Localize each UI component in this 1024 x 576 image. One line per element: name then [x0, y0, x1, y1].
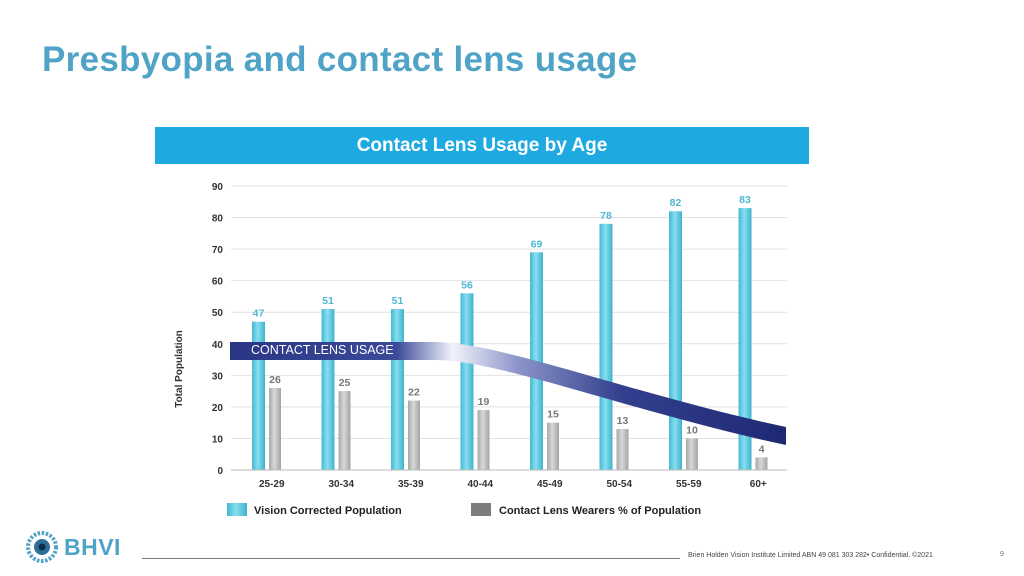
contact-lens-usage-band [230, 342, 786, 445]
contact-lens-usage-label: CONTACT LENS USAGE [251, 343, 394, 357]
data-label-wearers: 4 [759, 443, 765, 455]
bar-contact-lens-wearers [547, 422, 559, 470]
eye-logo-icon [26, 531, 58, 563]
bar-vision-corrected [460, 293, 474, 470]
data-label-wearers: 10 [686, 424, 698, 436]
chart: Contact Lens Usage by Age 0 10 20 30 40 50 60 7… [155, 127, 809, 523]
bhvi-logo: BHVI [26, 531, 121, 563]
bar-vision-corrected [321, 309, 335, 470]
y-axis-label: Total Population [174, 330, 185, 408]
x-ticks: 25-29 30-34 35-39 40-44 45-49 50-54 55-59 60+ [259, 479, 767, 490]
data-label-vision: 69 [531, 238, 543, 250]
data-label-vision: 78 [600, 210, 612, 222]
bar-vision-corrected [599, 223, 613, 470]
x-tick-label: 45-49 [537, 479, 563, 490]
chart-svg: Contact Lens Usage by Age 0 10 20 30 40 50 60 7… [155, 127, 809, 517]
bar-contact-lens-wearers [408, 400, 420, 470]
x-tick-label: 40-44 [467, 479, 493, 490]
x-tick-label: 50-54 [606, 479, 632, 490]
data-label-vision: 82 [670, 197, 682, 209]
y-tick-label: 0 [217, 466, 223, 477]
y-tick-label: 40 [212, 340, 224, 351]
y-ticks: 0 10 20 30 40 50 60 70 80 90 [212, 182, 224, 477]
bar-contact-lens-wearers [755, 457, 768, 470]
legend: Vision Corrected Population Contact Lens… [227, 503, 701, 517]
bar-vision-corrected [391, 309, 404, 470]
x-tick-label: 30-34 [328, 479, 354, 490]
x-tick-label: 35-39 [398, 479, 424, 490]
data-labels: 47 26 51 25 51 22 56 19 69 15 78 13 82 10 83 4 [253, 194, 765, 455]
legend-swatch-vision [227, 503, 247, 516]
x-tick-label: 60+ [750, 479, 767, 490]
data-label-wearers: 19 [478, 396, 490, 408]
y-tick-label: 70 [212, 245, 224, 256]
gridlines [231, 185, 787, 439]
bar-contact-lens-wearers [338, 391, 351, 470]
logo-text: BHVI [64, 533, 121, 560]
x-tick-label: 25-29 [259, 479, 285, 490]
legend-label-vision: Vision Corrected Population [254, 505, 402, 517]
chart-title-banner [155, 127, 809, 164]
page-number: 9 [1000, 551, 1004, 558]
y-tick-label: 30 [212, 371, 224, 382]
data-label-vision: 83 [739, 194, 751, 206]
data-label-wearers: 22 [408, 387, 420, 399]
footer-divider [142, 558, 680, 559]
bar-contact-lens-wearers [686, 438, 698, 470]
data-label-wearers: 26 [269, 374, 281, 386]
bar-contact-lens-wearers [269, 387, 281, 470]
y-tick-label: 10 [212, 434, 224, 445]
data-label-wearers: 15 [547, 409, 559, 421]
y-tick-label: 60 [212, 277, 224, 288]
x-tick-label: 55-59 [676, 479, 702, 490]
y-tick-label: 50 [212, 308, 224, 319]
y-tick-label: 90 [212, 182, 224, 193]
bar-contact-lens-wearers [477, 410, 490, 470]
legend-swatch-wearers [471, 503, 491, 516]
chart-title: Contact Lens Usage by Age [357, 135, 608, 156]
y-tick-label: 20 [212, 403, 224, 414]
data-label-wearers: 25 [339, 377, 351, 389]
data-label-vision: 51 [322, 295, 334, 307]
y-tick-label: 80 [212, 214, 224, 225]
bar-vision-corrected [669, 211, 682, 470]
data-label-vision: 56 [461, 279, 473, 291]
bar-vision-corrected [738, 208, 752, 470]
bar-contact-lens-wearers [616, 428, 629, 470]
data-label-wearers: 13 [617, 415, 629, 427]
footer-text: Brien Holden Vision Institute Limited AB… [688, 552, 933, 559]
legend-label-wearers: Contact Lens Wearers % of Population [499, 505, 701, 517]
data-label-vision: 51 [392, 295, 404, 307]
data-label-vision: 47 [253, 308, 265, 320]
slide-title: Presbyopia and contact lens usage [42, 40, 638, 79]
